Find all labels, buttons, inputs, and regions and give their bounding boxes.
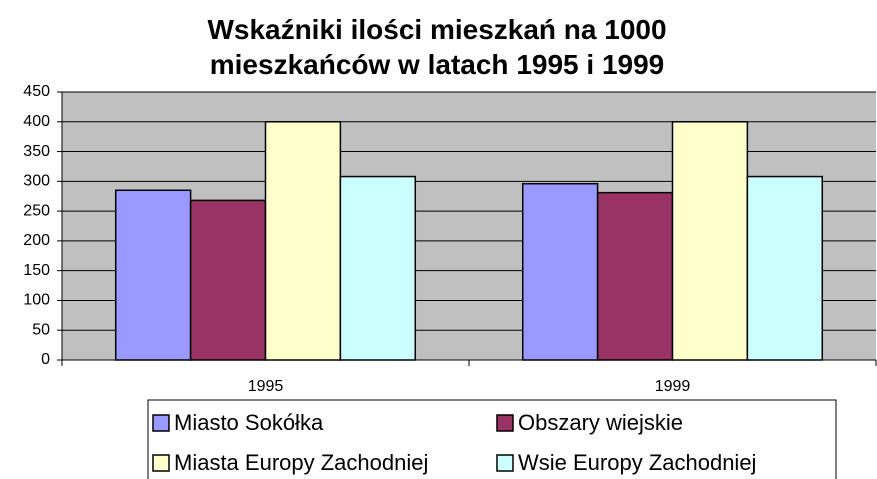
y-tick-label: 300 <box>23 173 50 190</box>
bar <box>189 199 267 361</box>
bar <box>521 182 599 361</box>
bar <box>746 175 824 361</box>
chart-title: Wskaźniki ilości mieszkań na 1000 mieszk… <box>207 14 667 80</box>
y-tick-label: 0 <box>41 351 50 368</box>
legend-swatch <box>152 414 170 432</box>
bar <box>596 191 674 361</box>
legend-swatch <box>152 454 170 472</box>
y-tick-label: 150 <box>23 262 50 279</box>
legend <box>147 399 837 479</box>
legend-label: Wsie Europy Zachodniej <box>518 450 756 475</box>
x-tick-label: 1999 <box>655 378 691 395</box>
y-tick-label: 450 <box>23 83 50 100</box>
y-tick-label: 50 <box>32 321 50 338</box>
y-tick-label: 100 <box>23 292 50 309</box>
legend-label: Obszary wiejskie <box>518 410 683 435</box>
bar <box>264 121 342 361</box>
legend-label: Miasto Sokółka <box>174 410 324 435</box>
legend-swatch <box>496 454 514 472</box>
legend-label: Miasta Europy Zachodniej <box>174 450 428 475</box>
bar <box>114 189 192 361</box>
x-tick-label: 1995 <box>248 378 284 395</box>
y-tick-label: 200 <box>23 232 50 249</box>
legend-swatch <box>496 414 514 432</box>
bar <box>671 121 749 361</box>
y-tick-label: 400 <box>23 113 50 130</box>
y-tick-label: 250 <box>23 202 50 219</box>
bar <box>339 175 417 361</box>
y-tick-label: 350 <box>23 143 50 160</box>
